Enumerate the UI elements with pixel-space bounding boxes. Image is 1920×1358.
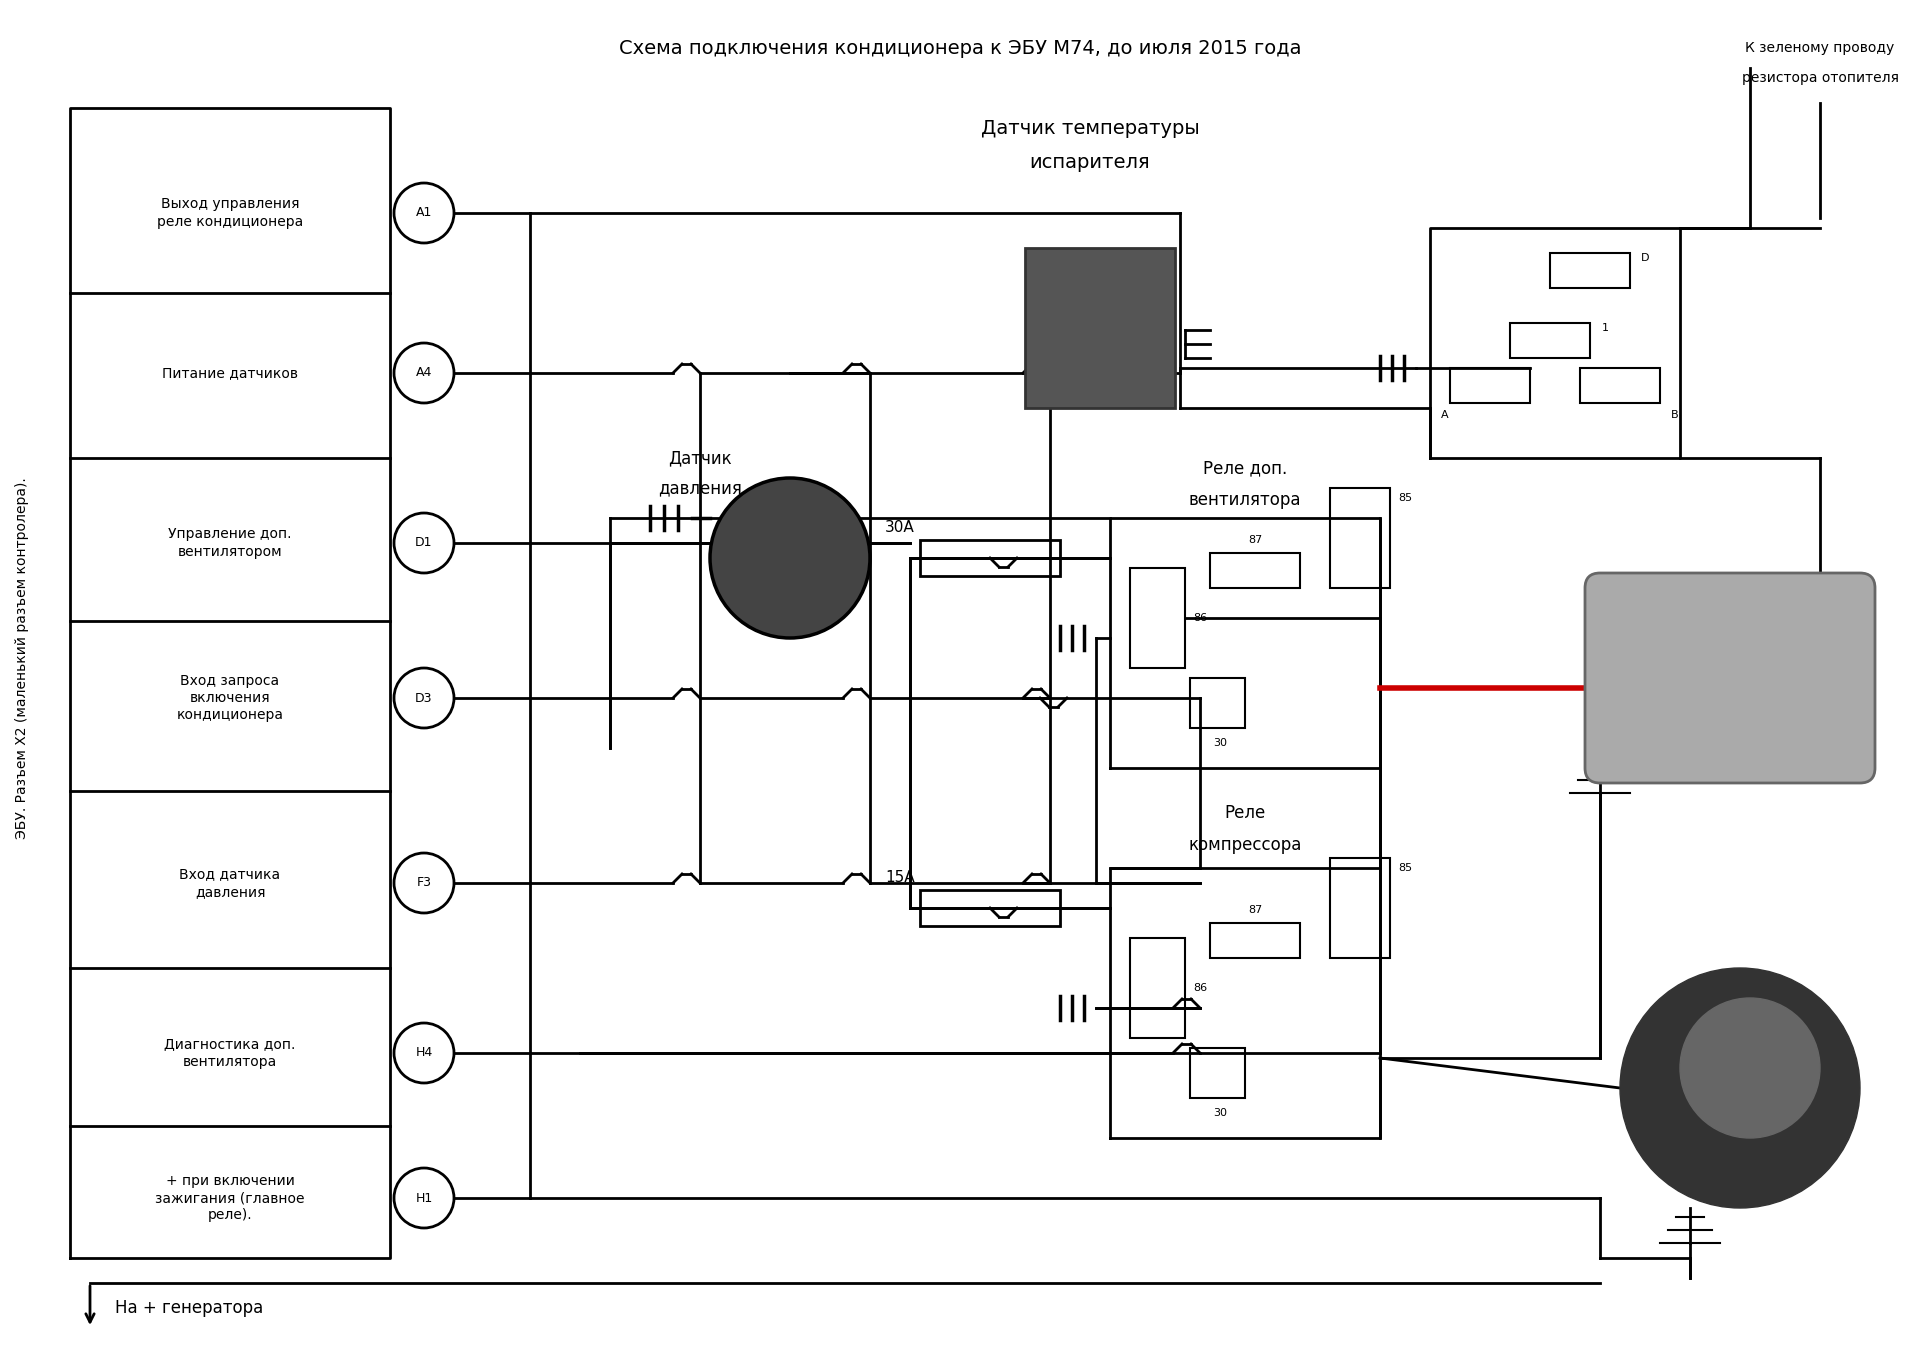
Bar: [1450, 368, 1530, 403]
Bar: [1331, 858, 1390, 957]
Text: 30: 30: [1213, 1108, 1227, 1118]
Bar: [920, 540, 1060, 576]
Bar: [1509, 323, 1590, 359]
Text: вентилятора: вентилятора: [1188, 492, 1302, 509]
Text: 86: 86: [1192, 983, 1208, 993]
Text: Датчик: Датчик: [668, 449, 732, 467]
Text: резистора отопителя: резистора отопителя: [1741, 71, 1899, 86]
Text: B: B: [1670, 410, 1678, 420]
Bar: [1331, 488, 1390, 588]
Text: На + генератора: На + генератора: [115, 1300, 263, 1317]
Bar: [920, 889, 1060, 926]
Text: К зеленому проводу: К зеленому проводу: [1745, 41, 1895, 56]
Text: 87: 87: [1248, 535, 1261, 545]
Text: A: A: [1442, 410, 1450, 420]
Text: + Подсветки габаритов: + Подсветки габаритов: [1693, 631, 1868, 645]
Text: Диагностика доп.
вентилятора: Диагностика доп. вентилятора: [165, 1038, 296, 1069]
Text: Схема подключения кондиционера к ЭБУ М74, до июля 2015 года: Схема подключения кондиционера к ЭБУ М74…: [618, 38, 1302, 57]
Circle shape: [1620, 968, 1860, 1209]
Text: Реле доп.: Реле доп.: [1202, 459, 1286, 477]
Text: D3: D3: [415, 691, 432, 705]
Text: Вход запроса
включения
кондиционера: Вход запроса включения кондиционера: [177, 674, 284, 722]
Text: 15А: 15А: [885, 870, 914, 885]
Text: 85: 85: [1398, 493, 1411, 502]
Text: F3: F3: [417, 876, 432, 889]
Text: 1: 1: [1601, 323, 1609, 333]
Text: 87: 87: [1248, 904, 1261, 915]
Text: D: D: [1642, 253, 1649, 263]
Text: 30: 30: [1213, 737, 1227, 748]
Text: A1: A1: [417, 206, 432, 220]
Text: (белый провод обогрева: (белый провод обогрева: [1690, 661, 1870, 675]
Text: H1: H1: [415, 1191, 432, 1205]
Circle shape: [1680, 998, 1820, 1138]
Text: H4: H4: [415, 1047, 432, 1059]
Bar: [1210, 553, 1300, 588]
Bar: [1131, 568, 1185, 668]
Bar: [1025, 249, 1175, 407]
Text: Вход датчика
давления: Вход датчика давления: [179, 868, 280, 899]
Text: испарителя: испарителя: [1029, 153, 1150, 172]
Bar: [1190, 1048, 1244, 1099]
Text: ЭБУ. Разъем Х2 (маленький разъем контролера).: ЭБУ. Разъем Х2 (маленький разъем контрол…: [15, 477, 29, 839]
Bar: [1131, 938, 1185, 1038]
Text: 86: 86: [1192, 612, 1208, 623]
Text: A4: A4: [417, 367, 432, 379]
Circle shape: [710, 478, 870, 638]
Text: давления: давления: [659, 479, 741, 497]
Bar: [1549, 253, 1630, 288]
Text: Управление доп.
вентилятором: Управление доп. вентилятором: [169, 527, 292, 558]
Text: Питание датчиков: Питание датчиков: [161, 367, 298, 380]
Text: Реле: Реле: [1225, 804, 1265, 822]
Bar: [1210, 923, 1300, 957]
Text: + при включении
зажигания (главное
реле).: + при включении зажигания (главное реле)…: [156, 1173, 305, 1222]
Text: Датчик температуры: Датчик температуры: [981, 118, 1200, 137]
Text: 30А: 30А: [885, 520, 914, 535]
FancyBboxPatch shape: [1586, 573, 1876, 784]
Text: Выход управления
реле кондиционера: Выход управления реле кондиционера: [157, 197, 303, 228]
Text: заднего стекла): заднего стекла): [1720, 691, 1839, 705]
Bar: [1190, 678, 1244, 728]
Text: компрессора: компрессора: [1188, 837, 1302, 854]
Text: 85: 85: [1398, 862, 1411, 873]
Text: D1: D1: [415, 536, 432, 550]
Bar: [1580, 368, 1661, 403]
